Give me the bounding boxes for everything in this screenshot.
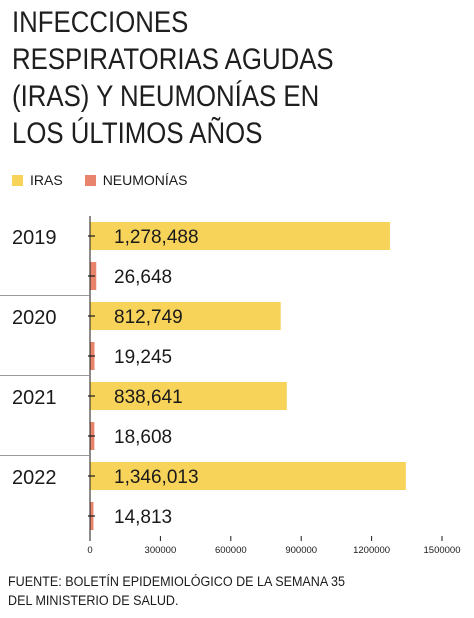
x-tick-label: 600000 [215,545,247,556]
category-label: 2019 [12,227,57,249]
x-tick-label: 300000 [145,545,177,556]
data-label: 812,749 [114,307,183,328]
x-tick-label: 900000 [285,545,317,556]
category-label: 2020 [12,307,57,329]
chart-legend: IRAS NEUMONÍAS [12,170,209,190]
title-line: INFECCIONES [12,6,189,39]
title-line: (IRAS) Y NEUMONÍAS EN [12,80,320,113]
legend-swatch-neumonias [84,174,96,186]
bar-iras [90,462,406,490]
legend-label-iras: IRAS [30,172,63,188]
x-tick-label: 1500000 [424,545,461,556]
title-line: LOS ÚLTIMOS AÑOS [12,117,263,150]
x-tick-label: 1200000 [353,545,390,556]
category-label: 2021 [12,387,57,409]
legend-swatch-iras [12,174,23,186]
chart-title: INFECCIONES RESPIRATORIAS AGUDAS (IRAS) … [12,4,399,152]
bar-iras [90,302,281,330]
data-label: 14,813 [114,507,172,528]
data-label: 18,608 [114,427,172,448]
bar-iras [90,382,287,410]
x-tick-label: 0 [87,545,92,556]
bar-iras [90,222,391,250]
data-label: 26,648 [114,267,172,288]
data-label: 1,346,013 [114,467,199,488]
title-line: RESPIRATORIAS AGUDAS [12,43,334,76]
data-label: 19,245 [114,347,172,368]
data-label: 1,278,488 [114,227,199,248]
legend-item-neumonias: NEUMONÍAS [84,172,188,188]
legend-item-iras: IRAS [12,172,63,188]
category-label: 2022 [12,467,57,489]
source-note: FUENTE: BOLETÍN EPIDEMIOLÓGICO DE LA SEM… [8,572,345,610]
bar-chart: 2019 1,278,488 26,648 2020 812,749 19,245 2021… [0,216,461,556]
legend-label-neumonias: NEUMONÍAS [102,172,188,188]
data-label: 838,641 [114,387,183,408]
source-line: FUENTE: BOLETÍN EPIDEMIOLÓGICO DE LA SEM… [8,574,345,589]
source-line: DEL MINISTERIO DE SALUD. [8,593,179,608]
